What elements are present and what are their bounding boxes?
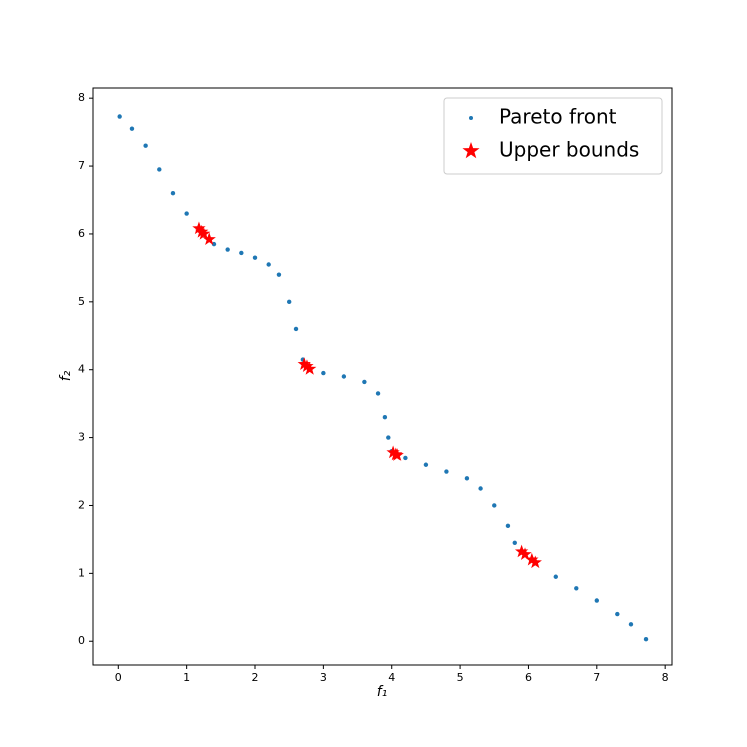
y-tick-label: 2 (78, 498, 85, 511)
point-marker (341, 374, 347, 379)
point-marker (464, 476, 470, 481)
point-marker (276, 272, 282, 277)
y-tick-label: 5 (78, 295, 85, 308)
star-marker (518, 547, 532, 561)
point-marker (225, 247, 230, 252)
x-tick-label: 0 (115, 671, 122, 684)
point-marker (553, 574, 558, 579)
legend-label: Pareto front (499, 105, 617, 129)
point-marker (643, 637, 649, 642)
point-marker (266, 262, 271, 267)
point-marker (211, 241, 217, 247)
point-marker (574, 586, 579, 591)
point-marker (321, 370, 326, 376)
point-marker (615, 611, 620, 617)
point-marker (286, 299, 292, 305)
point-marker (170, 191, 176, 196)
point-marker (492, 503, 497, 508)
star-marker (386, 445, 400, 459)
star-marker (202, 232, 216, 246)
x-tick-label: 3 (320, 671, 327, 684)
point-marker (117, 114, 122, 119)
point-marker (157, 167, 162, 172)
point-marker (444, 469, 449, 474)
y-axis-label: f₂ (58, 370, 74, 381)
star-marker (303, 362, 317, 375)
star-marker (197, 226, 211, 240)
point-marker (505, 523, 511, 529)
x-tick-label: 1 (183, 671, 190, 684)
point-marker (594, 598, 600, 603)
x-tick-label: 5 (457, 671, 464, 684)
x-tick-label: 6 (525, 671, 532, 684)
plot-frame (92, 87, 673, 666)
point-marker (403, 455, 408, 461)
y-tick-label: 4 (78, 363, 85, 376)
legend-box (443, 97, 663, 175)
x-tick-label: 4 (388, 671, 395, 684)
star-marker (525, 552, 539, 566)
point-marker (252, 255, 258, 260)
x-axis-label: f₁ (377, 684, 388, 700)
x-tick-label: 8 (662, 671, 669, 684)
y-tick-label: 6 (78, 227, 85, 240)
y-tick-label: 7 (78, 159, 85, 172)
legend-label: Upper bounds (499, 138, 639, 162)
legend-marker (469, 116, 473, 120)
point-marker (143, 143, 148, 148)
y-tick-label: 8 (78, 91, 85, 104)
point-marker (628, 622, 634, 627)
star-marker (514, 544, 529, 558)
legend-marker (462, 142, 480, 159)
star-marker (528, 555, 542, 569)
star-marker (195, 224, 209, 238)
y-tick-label: 3 (78, 431, 85, 444)
point-marker (239, 250, 244, 256)
point-marker (386, 435, 391, 440)
star-marker (390, 448, 404, 461)
star-marker (192, 221, 206, 235)
point-marker (478, 486, 483, 491)
point-marker (375, 391, 381, 396)
x-tick-label: 2 (252, 671, 259, 684)
y-tick-label: 1 (78, 566, 85, 579)
star-marker (300, 359, 314, 372)
point-marker (184, 211, 189, 216)
point-marker (362, 379, 367, 385)
point-marker (512, 540, 517, 546)
point-marker (382, 415, 388, 420)
point-marker (293, 326, 299, 332)
y-tick-label: 0 (78, 634, 85, 647)
point-marker (423, 462, 429, 467)
point-marker (129, 126, 135, 131)
x-tick-label: 7 (593, 671, 600, 684)
star-marker (297, 357, 311, 370)
